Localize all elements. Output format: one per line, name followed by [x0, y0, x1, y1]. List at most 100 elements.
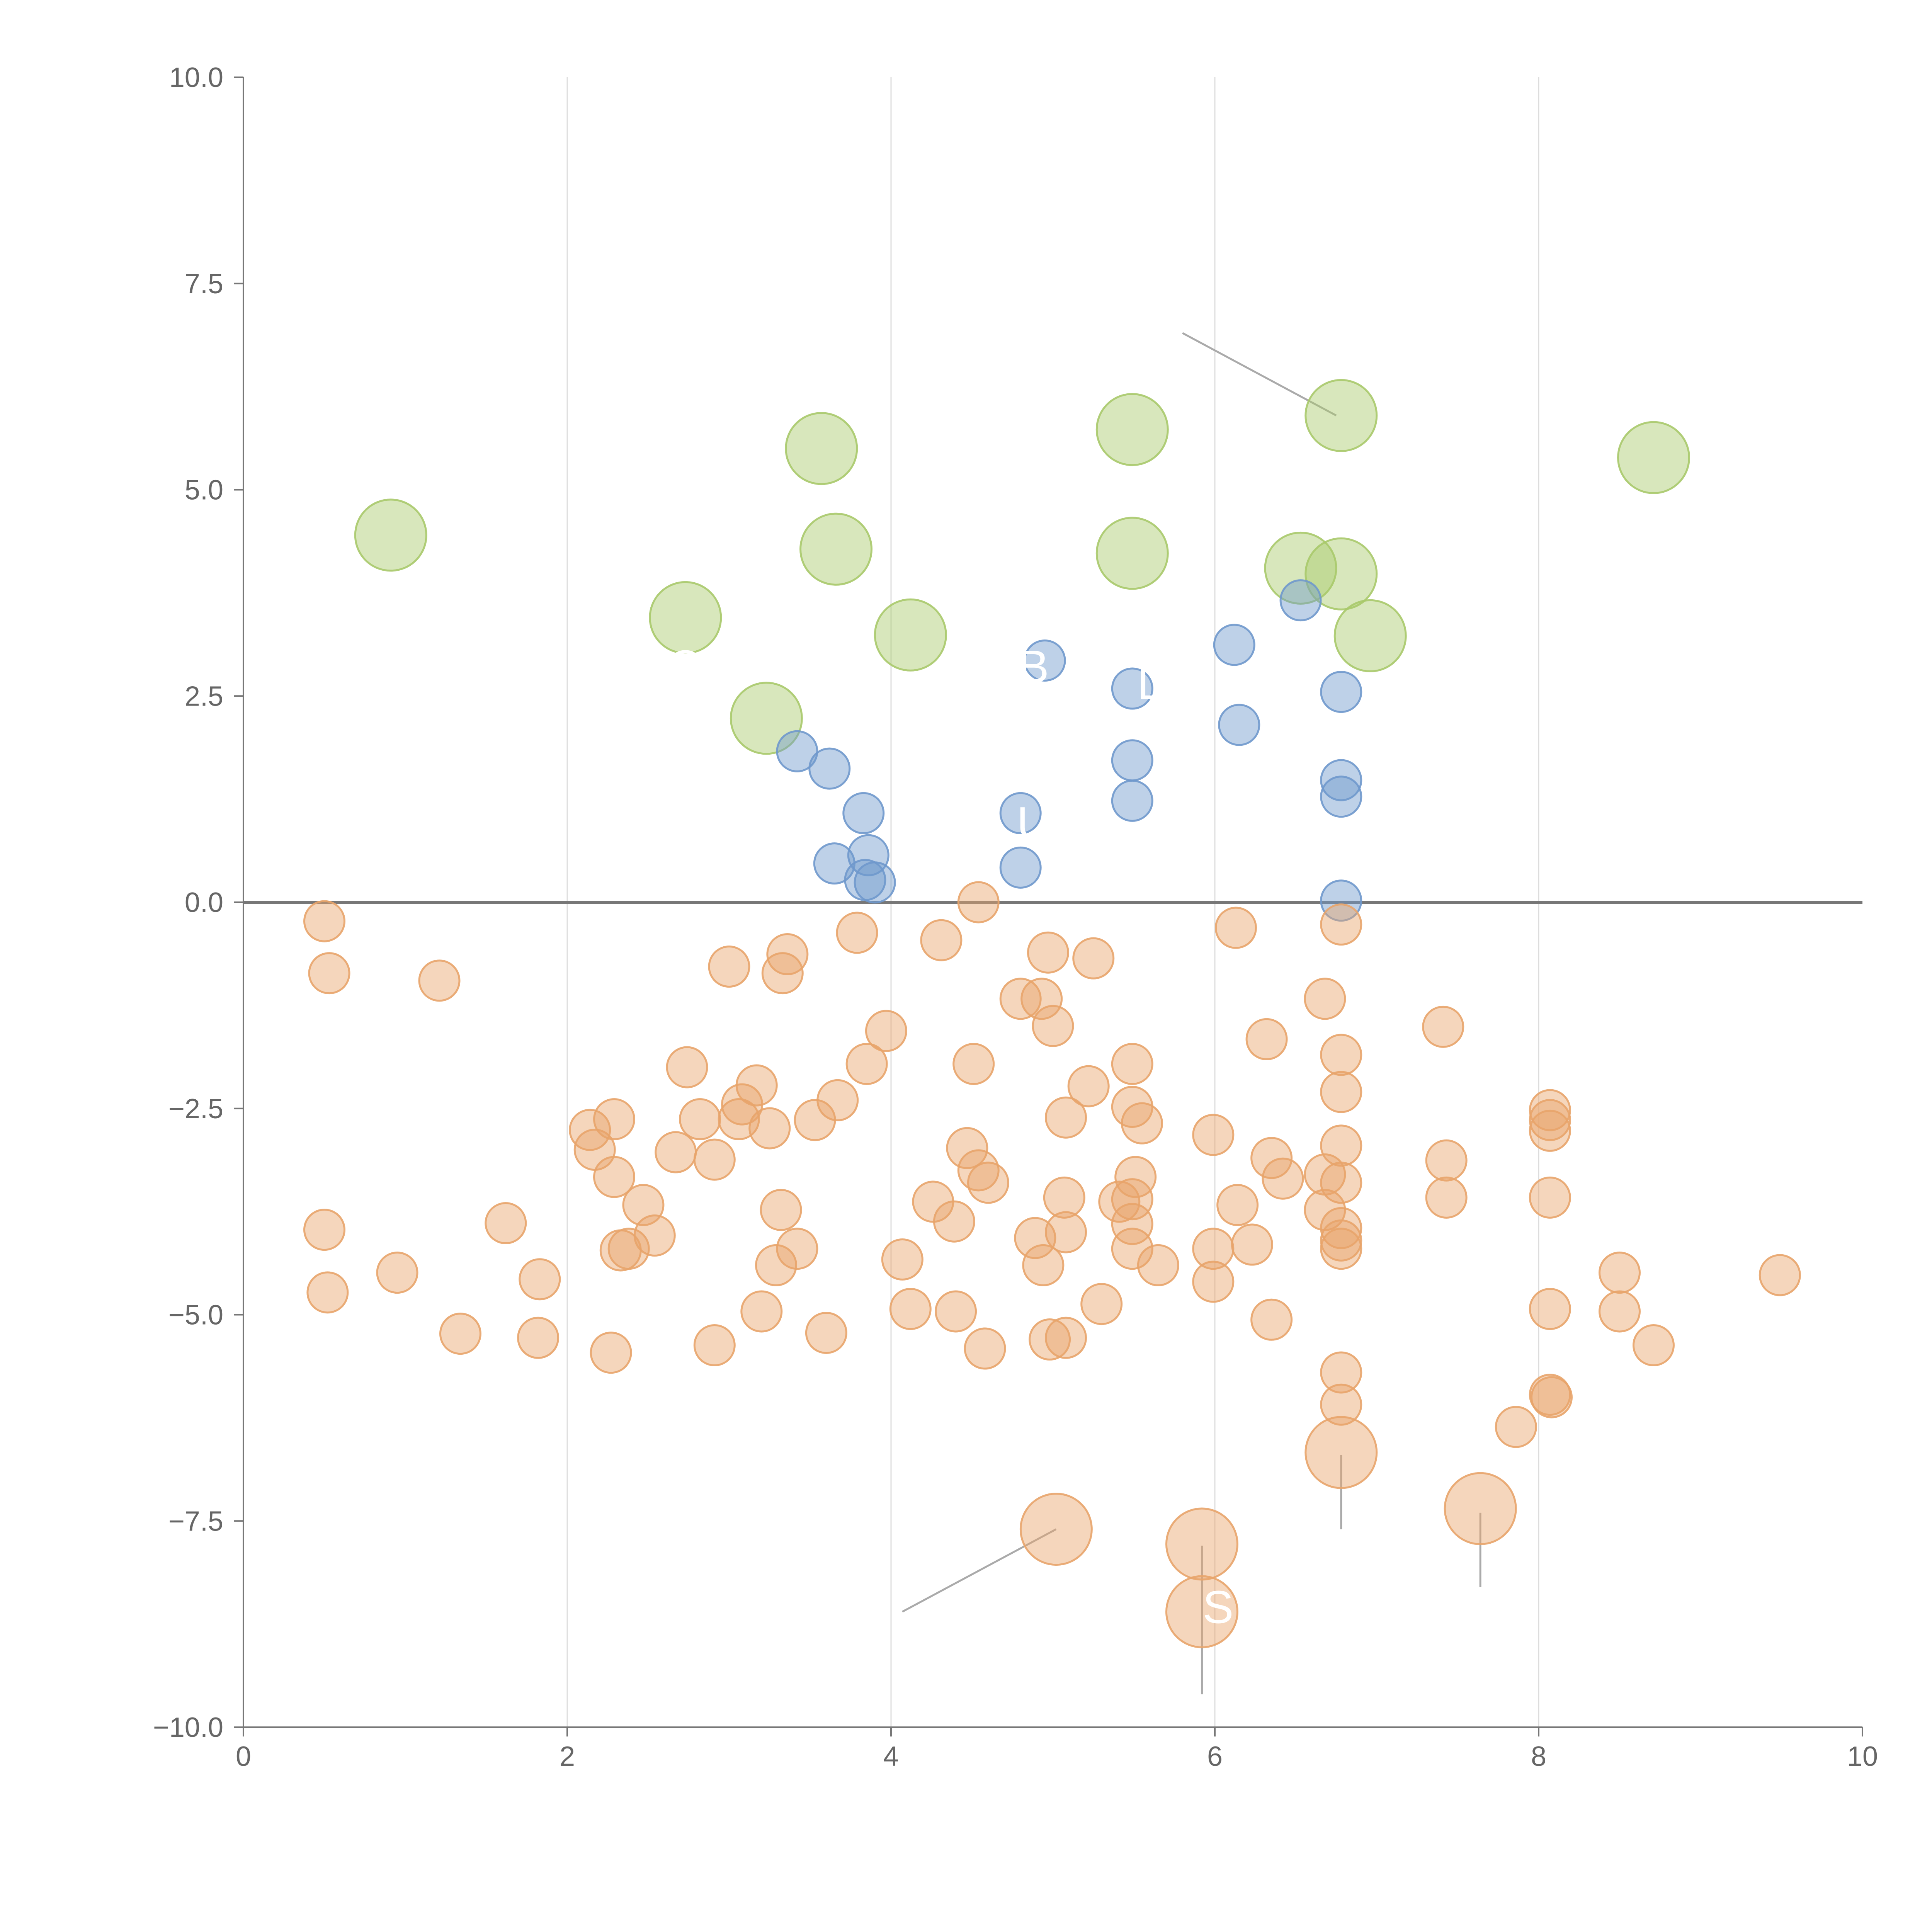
data-point-orange: [889, 1288, 932, 1330]
data-point-green: [1095, 393, 1169, 466]
data-point-orange: [1192, 1114, 1235, 1156]
data-point-blue: [1320, 879, 1362, 922]
data-point-orange: [967, 1162, 1009, 1204]
data-point-orange: [519, 1258, 561, 1301]
annotation-leaders: [393, 332, 1693, 1694]
data-point-orange: [964, 1327, 1006, 1370]
data-point-orange: [1137, 1244, 1179, 1286]
data-point-blue: [1279, 579, 1322, 622]
data-point-orange: [1216, 1184, 1259, 1226]
data-point-blue: [776, 730, 818, 772]
data-point-orange: [1529, 1288, 1571, 1330]
leader-line: [902, 1528, 1057, 1613]
data-points: [303, 379, 1801, 1648]
data-point-green: [1617, 421, 1690, 494]
data-point-orange-large: [1165, 1507, 1238, 1581]
data-point-orange: [1250, 1137, 1293, 1179]
data-point-orange: [517, 1316, 560, 1359]
data-point-orange: [308, 952, 350, 995]
data-point-blue: [999, 792, 1042, 834]
data-point-orange: [881, 1238, 923, 1281]
data-point-orange: [816, 1079, 859, 1121]
data-point-orange: [1320, 1071, 1362, 1113]
data-point-orange-large: [1165, 1575, 1238, 1648]
data-point-orange: [1425, 1176, 1468, 1219]
data-point-orange: [836, 912, 878, 954]
axes: 0 2 4 6 8 10 10.0 7.5 5.0 2.5 0.0 −2.5 −5.0 −7.5 −10.0: [153, 62, 1878, 1772]
data-point-orange: [865, 1010, 907, 1052]
data-point-orange: [376, 1252, 418, 1294]
y-tick-label: 7.5: [185, 269, 223, 299]
data-point-orange: [1067, 1065, 1110, 1107]
data-point-orange: [1320, 1351, 1362, 1394]
data-point-orange: [1014, 1217, 1056, 1259]
data-point-orange: [1231, 1223, 1273, 1266]
data-point-orange: [1029, 1318, 1071, 1361]
data-point-orange: [303, 1209, 345, 1251]
annotation-label: S: [1202, 1581, 1233, 1633]
leader-line: [1347, 547, 1362, 573]
data-point-orange: [418, 959, 461, 1002]
data-point-orange: [633, 1214, 676, 1257]
data-point-orange: [1121, 1102, 1163, 1145]
data-point-blue: [1111, 739, 1153, 782]
data-point-orange: [1425, 1139, 1468, 1182]
data-point-orange: [1262, 1157, 1304, 1200]
data-point-orange-large: [1304, 1416, 1378, 1489]
leader-line: [771, 719, 819, 738]
data-point-orange: [1320, 903, 1362, 946]
data-point-orange: [1027, 931, 1069, 974]
leader-line: [393, 510, 414, 532]
data-point-blue: [854, 861, 896, 904]
data-point-orange: [1045, 1096, 1087, 1139]
data-point-orange: [1045, 1316, 1087, 1359]
leader-line: [1137, 418, 1175, 429]
data-point-blue: [1218, 704, 1260, 746]
annotation-labels: S O B L U: [667, 641, 1233, 1633]
data-point-orange: [1192, 1260, 1235, 1303]
data-point-orange: [1080, 1283, 1123, 1325]
data-point-orange: [655, 1131, 697, 1173]
data-point-orange: [708, 946, 750, 988]
leader-line: [1182, 332, 1337, 417]
data-point-orange: [1022, 1244, 1065, 1286]
data-point-orange: [1250, 1298, 1293, 1341]
data-point-orange: [776, 1228, 818, 1270]
annotation-label: U: [1017, 798, 1050, 849]
leader-line: [1296, 567, 1374, 582]
leader-line: [842, 542, 875, 549]
data-point-orange-large: [1444, 1472, 1517, 1545]
data-point-blue: [1213, 624, 1255, 666]
y-tick-label: −5.0: [168, 1300, 223, 1331]
data-point-orange: [935, 1290, 977, 1333]
data-point-orange: [845, 1043, 888, 1085]
data-point-green: [1095, 517, 1169, 590]
data-point-orange: [1759, 1254, 1801, 1296]
y-tick-label: 2.5: [185, 681, 223, 712]
data-point-orange: [1111, 1228, 1153, 1270]
data-point-orange: [933, 1200, 975, 1243]
data-point-blue: [1111, 667, 1153, 710]
data-point-blue: [808, 747, 851, 790]
data-point-orange: [666, 1046, 708, 1088]
data-point-orange: [740, 1290, 783, 1333]
data-point-orange: [1020, 978, 1063, 1020]
data-point-green: [649, 581, 722, 654]
data-point-orange: [1632, 1324, 1675, 1366]
data-point-orange: [306, 1271, 349, 1314]
data-point-blue: [1320, 776, 1362, 818]
data-point-orange: [1111, 1178, 1153, 1221]
data-point-orange: [1245, 1018, 1288, 1060]
data-point-orange: [1599, 1252, 1641, 1294]
annotation-label: B: [1018, 641, 1049, 693]
data-point-blue: [1024, 639, 1066, 682]
data-point-orange: [607, 1228, 650, 1270]
data-point-orange-large: [1019, 1493, 1093, 1566]
data-point-orange: [1320, 1162, 1362, 1204]
data-point-orange: [679, 1098, 721, 1141]
data-point-orange: [693, 1324, 736, 1366]
data-point-green: [1264, 531, 1337, 605]
data-point-blue: [1320, 759, 1362, 801]
data-point-orange: [1043, 1176, 1085, 1219]
data-point-green: [1304, 537, 1378, 611]
